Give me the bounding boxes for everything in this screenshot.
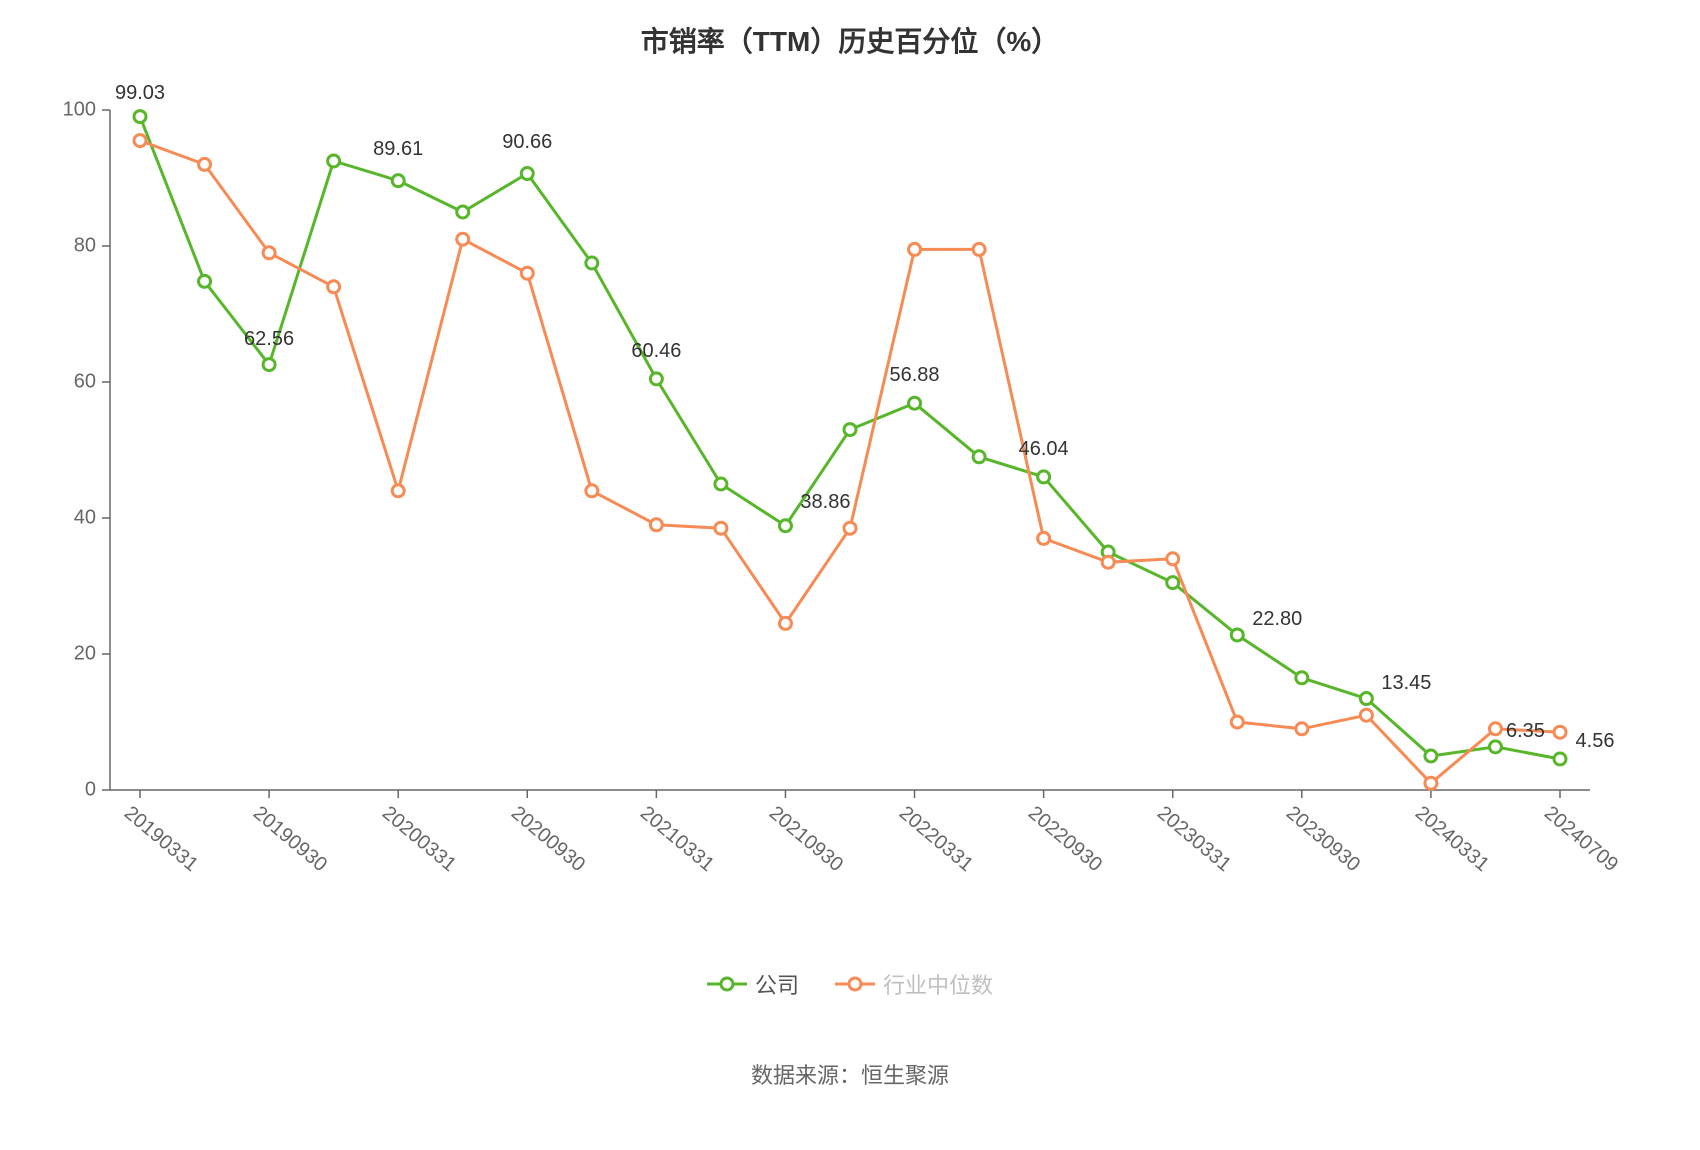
legend-swatch-industry_median bbox=[835, 976, 875, 992]
series-marker-industry_median bbox=[1038, 532, 1050, 544]
x-tick-label: 20240709 bbox=[1539, 802, 1622, 877]
series-marker-industry_median bbox=[1102, 556, 1114, 568]
x-tick-label: 20230331 bbox=[1152, 802, 1235, 877]
series-marker-industry_median bbox=[134, 135, 146, 147]
series-marker-industry_median bbox=[1360, 709, 1372, 721]
series-marker-company bbox=[1038, 471, 1050, 483]
series-marker-industry_median bbox=[1167, 553, 1179, 565]
legend-item-industry_median[interactable]: 行业中位数 bbox=[835, 968, 993, 1000]
x-tick-label: 20200930 bbox=[506, 802, 589, 877]
series-marker-company bbox=[1296, 672, 1308, 684]
series-marker-industry_median bbox=[263, 247, 275, 259]
series-marker-company bbox=[263, 359, 275, 371]
x-tick-label: 20230930 bbox=[1281, 802, 1364, 877]
series-marker-company bbox=[715, 478, 727, 490]
plot-area: 0204060801002019033120190930202003312020… bbox=[110, 110, 1590, 790]
data-label: 99.03 bbox=[115, 82, 165, 105]
series-marker-industry_median bbox=[1231, 716, 1243, 728]
data-source: 数据来源：恒生聚源 bbox=[0, 1058, 1700, 1090]
x-tick-label: 20200331 bbox=[377, 802, 460, 877]
series-line-industry_median bbox=[140, 141, 1560, 784]
series-marker-company bbox=[521, 168, 533, 180]
x-tick-label: 20190331 bbox=[119, 802, 202, 877]
series-marker-company bbox=[199, 275, 211, 287]
y-tick-label: 80 bbox=[50, 235, 110, 258]
series-line-company bbox=[140, 117, 1560, 759]
series-marker-company bbox=[1167, 577, 1179, 589]
x-tick-label: 20220331 bbox=[894, 802, 977, 877]
series-marker-industry_median bbox=[973, 243, 985, 255]
y-tick-label: 0 bbox=[50, 779, 110, 802]
series-marker-industry_median bbox=[199, 158, 211, 170]
series-marker-company bbox=[1231, 629, 1243, 641]
x-tick-label: 20210930 bbox=[765, 802, 848, 877]
plot-svg bbox=[110, 110, 1590, 810]
series-marker-company bbox=[1489, 741, 1501, 753]
series-marker-industry_median bbox=[909, 243, 921, 255]
series-marker-company bbox=[844, 424, 856, 436]
series-marker-company bbox=[779, 520, 791, 532]
series-marker-industry_median bbox=[779, 617, 791, 629]
series-marker-company bbox=[1360, 693, 1372, 705]
y-tick-label: 100 bbox=[50, 99, 110, 122]
series-marker-company bbox=[586, 257, 598, 269]
series-marker-company bbox=[1554, 753, 1566, 765]
series-marker-industry_median bbox=[586, 485, 598, 497]
y-tick-label: 60 bbox=[50, 371, 110, 394]
series-marker-company bbox=[973, 451, 985, 463]
x-tick-label: 20190930 bbox=[248, 802, 331, 877]
legend-item-company[interactable]: 公司 bbox=[707, 968, 799, 1000]
series-marker-company bbox=[134, 111, 146, 123]
series-marker-industry_median bbox=[392, 485, 404, 497]
legend-swatch-company bbox=[707, 976, 747, 992]
series-marker-industry_median bbox=[844, 522, 856, 534]
x-tick-label: 20240331 bbox=[1410, 802, 1493, 877]
chart-container: 市销率（TTM）历史百分位（%） 02040608010020190331201… bbox=[0, 0, 1700, 1150]
series-marker-company bbox=[1425, 750, 1437, 762]
series-marker-industry_median bbox=[1489, 723, 1501, 735]
series-marker-industry_median bbox=[650, 519, 662, 531]
chart-title: 市销率（TTM）历史百分位（%） bbox=[60, 20, 1640, 60]
series-marker-company bbox=[392, 175, 404, 187]
x-tick-label: 20220930 bbox=[1023, 802, 1106, 877]
series-marker-industry_median bbox=[1296, 723, 1308, 735]
series-marker-industry_median bbox=[521, 267, 533, 279]
series-marker-company bbox=[650, 373, 662, 385]
y-tick-label: 20 bbox=[50, 643, 110, 666]
y-tick-label: 40 bbox=[50, 507, 110, 530]
series-marker-industry_median bbox=[715, 522, 727, 534]
series-marker-company bbox=[909, 397, 921, 409]
series-marker-industry_median bbox=[457, 233, 469, 245]
series-marker-industry_median bbox=[328, 281, 340, 293]
legend-label: 公司 bbox=[755, 968, 799, 1000]
series-marker-industry_median bbox=[1554, 726, 1566, 738]
series-marker-company bbox=[457, 206, 469, 218]
legend: 公司 行业中位数 bbox=[0, 968, 1700, 1000]
series-marker-company bbox=[328, 155, 340, 167]
x-tick-label: 20210331 bbox=[636, 802, 719, 877]
series-marker-industry_median bbox=[1425, 777, 1437, 789]
legend-label: 行业中位数 bbox=[883, 968, 993, 1000]
